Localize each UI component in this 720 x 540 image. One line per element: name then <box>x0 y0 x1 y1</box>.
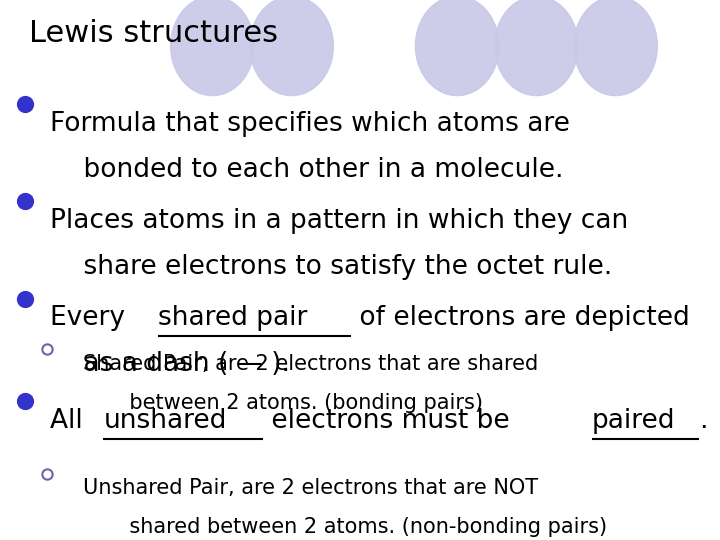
Point <box>19 100 31 109</box>
Text: Formula that specifies which atoms are: Formula that specifies which atoms are <box>50 111 570 137</box>
Text: paired: paired <box>592 408 675 434</box>
Text: share electrons to satisfy the octet rule.: share electrons to satisfy the octet rul… <box>50 254 613 280</box>
Text: shared between 2 atoms. (non-bonding pairs): shared between 2 atoms. (non-bonding pai… <box>83 517 607 537</box>
Point <box>41 345 53 354</box>
Text: electrons must be: electrons must be <box>263 408 518 434</box>
Point <box>19 294 31 303</box>
Ellipse shape <box>415 0 499 96</box>
Text: bonded to each other in a molecule.: bonded to each other in a molecule. <box>50 157 564 183</box>
Text: .: . <box>699 408 708 434</box>
Ellipse shape <box>495 0 578 96</box>
Point <box>19 197 31 206</box>
Text: Lewis structures: Lewis structures <box>29 19 278 48</box>
Text: Shared Pair, are 2 electrons that are shared: Shared Pair, are 2 electrons that are sh… <box>83 354 538 374</box>
Text: Every: Every <box>50 305 134 331</box>
Ellipse shape <box>574 0 657 96</box>
Text: shared pair: shared pair <box>158 305 307 331</box>
Point <box>41 469 53 478</box>
Text: of electrons are depicted: of electrons are depicted <box>351 305 690 331</box>
Ellipse shape <box>250 0 333 96</box>
Text: Unshared Pair, are 2 electrons that are NOT: Unshared Pair, are 2 electrons that are … <box>83 478 538 498</box>
Text: unshared: unshared <box>104 408 227 434</box>
Text: as a dash ( — ).: as a dash ( — ). <box>50 351 290 377</box>
Text: All: All <box>50 408 91 434</box>
Point <box>19 397 31 406</box>
Text: between 2 atoms. (bonding pairs): between 2 atoms. (bonding pairs) <box>83 393 483 413</box>
Text: Places atoms in a pattern in which they can: Places atoms in a pattern in which they … <box>50 208 629 234</box>
Ellipse shape <box>171 0 254 96</box>
